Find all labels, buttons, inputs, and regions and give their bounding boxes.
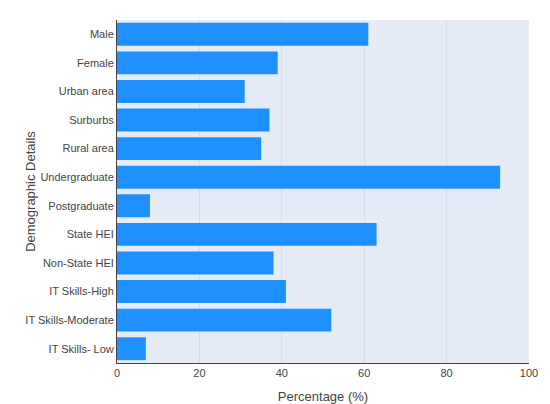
svg-text:0: 0 [114,367,120,379]
svg-text:IT Skills-Moderate: IT Skills-Moderate [25,314,113,326]
svg-text:100: 100 [520,367,538,379]
svg-text:IT Skills- Low: IT Skills- Low [49,343,114,355]
svg-text:Demographic Details: Demographic Details [23,131,38,252]
svg-text:Urban area: Urban area [59,85,115,97]
svg-text:20: 20 [193,367,205,379]
svg-text:Percentage (%): Percentage (%) [278,389,368,404]
svg-text:Rural area: Rural area [62,142,114,154]
svg-text:40: 40 [276,367,288,379]
svg-text:Postgraduate: Postgraduate [48,200,113,212]
svg-text:Male: Male [90,28,114,40]
svg-text:Surburbs: Surburbs [69,114,114,126]
svg-text:60: 60 [358,367,370,379]
svg-text:Female: Female [77,57,114,69]
svg-text:Undergraduate: Undergraduate [40,171,113,183]
svg-text:Non-State HEI: Non-State HEI [43,257,114,269]
svg-text:State HEI: State HEI [67,228,114,240]
svg-text:IT Skills-High: IT Skills-High [49,285,114,297]
svg-text:80: 80 [440,367,452,379]
